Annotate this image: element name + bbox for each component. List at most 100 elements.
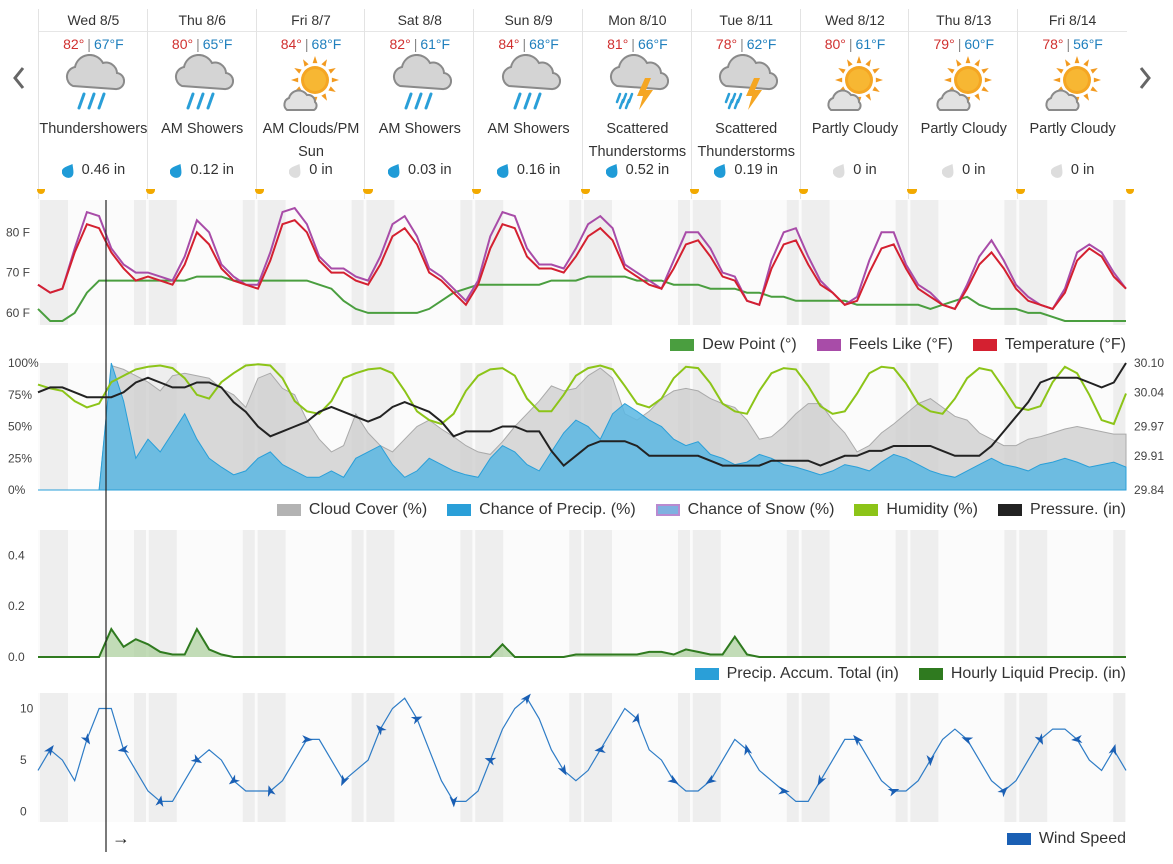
legend-item[interactable]: Pressure. (in) bbox=[997, 501, 1126, 519]
wind-direction-icon bbox=[1108, 743, 1117, 756]
night-band bbox=[1019, 530, 1048, 657]
night-band bbox=[569, 530, 582, 657]
legend-item[interactable]: Temperature (°F) bbox=[972, 336, 1126, 354]
wind-direction-icon bbox=[961, 737, 974, 746]
y-tick-label: 10 bbox=[20, 701, 34, 715]
legend-swatch bbox=[997, 504, 1022, 516]
night-band bbox=[1004, 200, 1017, 325]
y-tick-label: 75% bbox=[8, 388, 32, 402]
day-temps: 82° | 61°F bbox=[365, 32, 474, 54]
precip-amount: 0 in bbox=[257, 162, 366, 178]
night-band bbox=[786, 200, 799, 325]
night-band bbox=[242, 693, 255, 822]
day-column[interactable]: Sun 8/9 84° | 68°F AM Showers 0.16 in bbox=[472, 9, 591, 199]
day-label: Sun 8/9 bbox=[474, 9, 583, 32]
weather-icon-box bbox=[257, 54, 366, 118]
sun-marker-icon bbox=[581, 189, 589, 194]
legend-swatch bbox=[854, 504, 879, 516]
precip-amount: 0.52 in bbox=[583, 162, 692, 178]
day-temps: 78° | 56°F bbox=[1018, 32, 1127, 54]
legend-swatch bbox=[694, 668, 719, 680]
next-week-button[interactable] bbox=[1132, 58, 1158, 98]
legend-item[interactable]: Hourly Liquid Precip. (in) bbox=[918, 665, 1126, 683]
day-column[interactable]: Thu 8/13 79° | 60°F Partly Cloudy 0 in bbox=[907, 9, 1026, 199]
day-temps: 81° | 66°F bbox=[583, 32, 692, 54]
legend-item[interactable]: Humidity (%) bbox=[854, 501, 978, 519]
precip-amount: 0.16 in bbox=[474, 162, 583, 178]
wind-direction-icon bbox=[155, 795, 164, 807]
temp-separator: | bbox=[304, 36, 309, 52]
low-temp: 60°F bbox=[964, 36, 995, 52]
day-column[interactable]: Tue 8/11 78° | 62°F Scattered Thunderstorms 0… bbox=[689, 9, 808, 199]
y-tick-label: 0% bbox=[8, 483, 26, 497]
day-column[interactable]: Fri 8/7 84° | 68°F AM Clouds/PM Sun 0 in bbox=[254, 9, 373, 199]
high-temp: 79° bbox=[933, 36, 955, 52]
precip-value: 0 in bbox=[853, 162, 877, 178]
sun-marker-icon bbox=[1016, 189, 1025, 194]
temp-separator: | bbox=[522, 36, 527, 52]
day-column[interactable]: Wed 8/12 80° | 61°F Partly Cloudy 0 in bbox=[798, 9, 917, 199]
low-temp: 62°F bbox=[746, 36, 777, 52]
y-tick-label: 80 F bbox=[6, 225, 30, 239]
legend-label: Dew Point (°) bbox=[702, 336, 797, 353]
night-band bbox=[148, 530, 177, 657]
raindrop-icon bbox=[388, 163, 400, 178]
legend-item[interactable]: Wind Speed bbox=[1006, 830, 1126, 848]
wind-direction-icon bbox=[410, 716, 423, 725]
day-column[interactable]: Mon 8/10 81° | 66°F Scattered Thunderstorms 0… bbox=[581, 9, 699, 199]
chart-plot-area bbox=[38, 530, 1126, 657]
day-label: Fri 8/14 bbox=[1018, 9, 1127, 32]
wind-direction-icon bbox=[228, 774, 240, 785]
raindrop-icon bbox=[170, 163, 182, 178]
sun-cloud-icon bbox=[1045, 56, 1101, 111]
legend-label: Humidity (%) bbox=[886, 501, 978, 518]
night-band bbox=[40, 200, 68, 325]
legend-item[interactable]: Feels Like (°F) bbox=[816, 336, 953, 354]
legend-swatch bbox=[447, 504, 472, 516]
high-temp: 78° bbox=[1042, 36, 1064, 52]
raindrop-icon bbox=[61, 163, 74, 178]
low-temp: 56°F bbox=[1073, 36, 1103, 52]
legend-item[interactable]: Dew Point (°) bbox=[670, 336, 797, 354]
legend-item[interactable]: Chance of Precip. (%) bbox=[447, 501, 636, 519]
legend-item[interactable]: Precip. Accum. Total (in) bbox=[694, 665, 899, 683]
day-column[interactable]: Fri 8/14 78° | 56°F Partly Cloudy 0 in bbox=[1016, 9, 1135, 199]
day-temps: 80° | 65°F bbox=[148, 32, 257, 54]
legend-item[interactable]: Cloud Cover (%) bbox=[276, 501, 427, 519]
precip-value: 0.03 in bbox=[408, 162, 452, 178]
day-temps: 84° | 68°F bbox=[257, 32, 366, 54]
high-temp: 84° bbox=[498, 36, 520, 52]
prev-week-button[interactable] bbox=[6, 58, 32, 98]
wind-direction-icon bbox=[997, 786, 1008, 798]
high-temp: 84° bbox=[280, 36, 302, 52]
night-band bbox=[678, 693, 690, 822]
night-band bbox=[895, 530, 908, 657]
legend-item[interactable]: Chance of Snow (%) bbox=[655, 501, 834, 519]
day-temps: 78° | 62°F bbox=[692, 32, 801, 54]
night-band bbox=[1019, 693, 1048, 822]
thundershower-icon bbox=[66, 54, 126, 110]
humidity-series-line bbox=[37, 363, 1127, 426]
day-column[interactable]: Sat 8/8 82° | 61°F AM Showers 0.03 in bbox=[363, 9, 482, 199]
day-column[interactable]: Thu 8/6 80° | 65°F AM Showers 0.12 in bbox=[145, 9, 264, 199]
night-band bbox=[678, 530, 690, 657]
day-column[interactable]: Wed 8/5 82° | 67°F Thundershowers 0.46 in bbox=[37, 9, 155, 199]
dew-series-line bbox=[37, 275, 1126, 322]
weather-icon-box bbox=[39, 54, 148, 118]
y-tick-label: 100% bbox=[8, 356, 39, 370]
legend-label: Chance of Precip. (%) bbox=[479, 501, 636, 518]
night-band bbox=[366, 693, 395, 822]
thunderstorm-icon bbox=[610, 54, 670, 110]
precip-value: 0 in bbox=[309, 162, 333, 178]
night-band bbox=[1019, 200, 1048, 325]
wind-direction-icon bbox=[190, 754, 203, 764]
raindrop-icon bbox=[714, 163, 726, 178]
wind-direction-icon bbox=[301, 735, 313, 744]
day-label: Thu 8/6 bbox=[147, 9, 257, 32]
night-band bbox=[569, 693, 582, 822]
y-tick-label: 0 bbox=[20, 805, 27, 819]
sun-cloud-icon bbox=[283, 56, 339, 111]
low-temp: 68°F bbox=[529, 36, 559, 52]
y-tick-label: 0.2 bbox=[8, 599, 25, 613]
temp-separator: | bbox=[1066, 36, 1071, 52]
